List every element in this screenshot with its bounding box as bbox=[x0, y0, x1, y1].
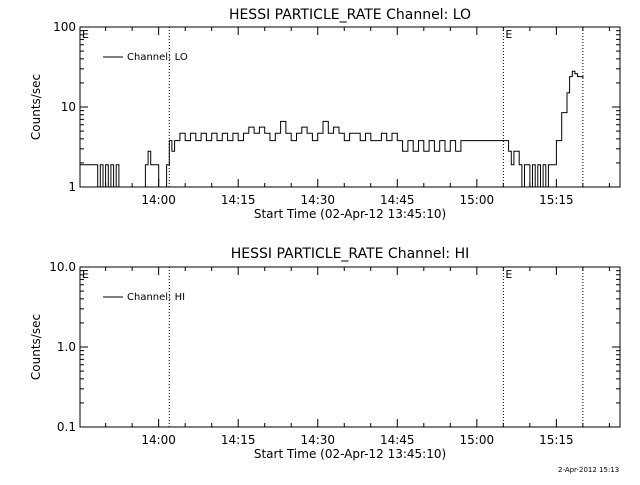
x-tick-label: 14:00 bbox=[141, 193, 176, 207]
x-tick-label: 14:00 bbox=[141, 433, 176, 447]
event-marker: E bbox=[505, 28, 512, 41]
x-axis-label: Start Time (02-Apr-12 13:45:10) bbox=[254, 207, 446, 221]
event-marker: E bbox=[505, 268, 512, 281]
x-tick-label: 15:00 bbox=[460, 193, 495, 207]
chart-title: HESSI PARTICLE_RATE Channel: HI bbox=[231, 246, 469, 262]
y-tick-label: 1.0 bbox=[57, 340, 76, 354]
y-tick-label: 0.1 bbox=[57, 420, 76, 434]
x-tick-label: 14:15 bbox=[221, 193, 256, 207]
legend-label: Channel: HI bbox=[127, 292, 185, 303]
x-tick-label: 14:15 bbox=[221, 433, 256, 447]
y-tick-label: 1 bbox=[68, 180, 76, 194]
y-tick-label: 100 bbox=[53, 20, 76, 34]
y-tick-label: 10 bbox=[61, 100, 76, 114]
x-tick-label: 15:15 bbox=[539, 433, 574, 447]
y-axis-label: Counts/sec bbox=[29, 74, 43, 140]
x-tick-label: 14:45 bbox=[380, 433, 415, 447]
x-axis-label: Start Time (02-Apr-12 13:45:10) bbox=[254, 447, 446, 461]
chart-title: HESSI PARTICLE_RATE Channel: LO bbox=[229, 7, 471, 23]
event-marker: E bbox=[82, 28, 89, 41]
x-tick-label: 15:00 bbox=[460, 433, 495, 447]
y-tick-label: 10.0 bbox=[49, 260, 76, 274]
footer-timestamp: 2-Apr-2012 15:13 bbox=[558, 466, 619, 474]
legend-label: Channel: LO bbox=[127, 52, 188, 63]
x-tick-label: 14:45 bbox=[380, 193, 415, 207]
x-tick-label: 14:30 bbox=[300, 433, 335, 447]
x-tick-label: 15:15 bbox=[539, 193, 574, 207]
event-marker: E bbox=[82, 268, 89, 281]
x-tick-label: 14:30 bbox=[300, 193, 335, 207]
y-axis-label: Counts/sec bbox=[29, 314, 43, 380]
